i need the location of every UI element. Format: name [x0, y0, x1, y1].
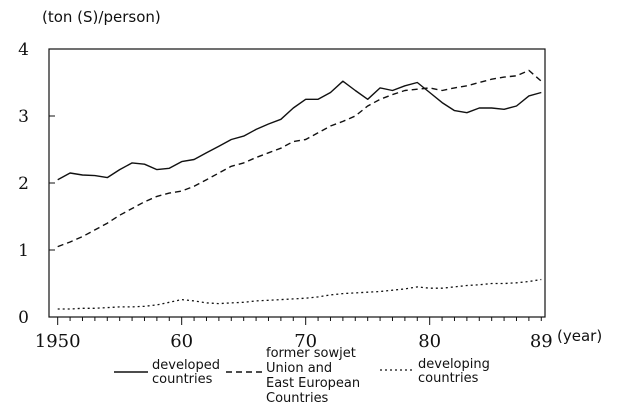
- legend-soviet-line-1: former sowjet: [266, 346, 356, 361]
- legend-developed-line-1: developed: [152, 358, 220, 373]
- legend-label-developing: developing countries: [418, 357, 494, 386]
- y-tick-label-0: 0: [18, 308, 29, 328]
- legend-soviet-line-2: Union and: [266, 361, 332, 376]
- x-tick-label-3: 80: [418, 331, 441, 352]
- series-group: [57, 69, 542, 310]
- x-axis: 1950 60 70 80 89: [35, 317, 553, 352]
- x-axis-label: (year): [557, 327, 602, 345]
- x-tick-label-0: 1950: [35, 331, 81, 352]
- legend-developing-line-1: developing: [418, 357, 490, 372]
- plot-frame: [48, 48, 546, 318]
- y-tick-label-2: 2: [18, 174, 29, 194]
- series-line-developing: [57, 278, 542, 310]
- legend: developed countries former sowjet Union …: [114, 346, 494, 406]
- y-axis-label: (ton (S)/person): [42, 8, 161, 26]
- legend-label-developed: developed countries: [152, 358, 224, 387]
- legend-soviet-line-3: East European: [266, 376, 360, 391]
- legend-label-soviet: former sowjet Union and East European Co…: [266, 346, 364, 406]
- y-tick-label-4: 4: [18, 40, 29, 60]
- legend-developed-line-2: countries: [152, 372, 213, 387]
- y-axis: 0 1 2 3 4: [18, 40, 55, 328]
- y-tick-label-1: 1: [18, 241, 29, 261]
- series-line-soviet: [57, 69, 542, 248]
- y-tick-label-3: 3: [18, 107, 29, 127]
- legend-developing-line-2: countries: [418, 371, 479, 386]
- x-tick-label-1: 60: [170, 331, 193, 352]
- x-tick-label-2: 70: [294, 331, 317, 352]
- series-line-developed: [57, 80, 542, 181]
- legend-soviet-line-4: Countries: [266, 391, 329, 406]
- x-tick-label-4: 89: [530, 331, 553, 352]
